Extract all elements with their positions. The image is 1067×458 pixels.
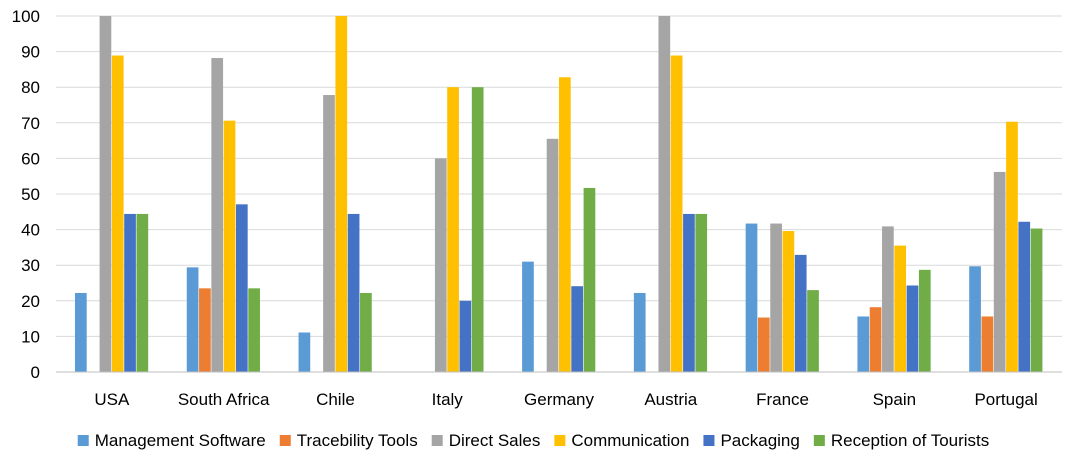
x-category-label: Portugal [974,390,1037,409]
bar-communication-usa [111,55,124,373]
bar-tracebility-tools-portugal [981,316,994,372]
bar-packaging-france [794,254,807,372]
bar-direct-sales-chile [323,95,335,373]
bar-communication-south-africa [223,120,236,372]
legend-item-tracebility-tools: Tracebility Tools [279,431,418,450]
y-tick-label: 20 [21,292,40,311]
bar-packaging-austria [683,213,695,372]
legend-swatch [279,435,291,446]
bar-management-software-portugal [969,266,981,372]
x-category-label: Chile [316,390,355,409]
bar-reception-of-tourists-austria [695,213,708,372]
x-category-label: Spain [873,390,916,409]
legend-item-communication: Communication [554,431,689,450]
legend-label: Direct Sales [449,431,541,450]
bar-tracebility-tools-spain [869,307,882,372]
x-category-label: USA [94,390,130,409]
y-tick-label: 40 [21,221,40,240]
bar-management-software-spain [857,316,870,372]
bar-management-software-austria [633,292,646,372]
y-tick-label: 60 [21,149,40,168]
legend-swatch [703,435,715,446]
bar-reception-of-tourists-usa [136,213,149,372]
bar-packaging-italy [459,300,472,372]
x-category-label: Germany [524,390,594,409]
bar-communication-spain [894,245,907,372]
bar-direct-sales-spain [882,226,894,372]
x-category-label: Italy [432,390,464,409]
bar-packaging-usa [124,213,136,372]
bar-direct-sales-italy [434,158,447,372]
bar-communication-germany [559,77,571,373]
legend-item-direct-sales: Direct Sales [431,431,541,450]
legend-swatch [431,435,443,446]
bar-packaging-spain [906,285,919,372]
bar-packaging-portugal [1018,221,1031,372]
bar-communication-portugal [1006,121,1018,373]
x-category-label: Austria [644,390,697,409]
y-tick-label: 0 [31,363,40,382]
legend: Management Software Tracebility Tools Dire… [77,431,989,450]
bar-tracebility-tools-france [757,317,770,372]
x-category-label: South Africa [178,390,270,409]
legend-label: Management Software [95,431,266,450]
legend-label: Packaging [720,431,799,450]
y-tick-label: 90 [21,43,40,62]
bar-reception-of-tourists-italy [471,87,484,372]
bar-communication-italy [447,87,459,372]
y-tick-label: 10 [21,327,40,346]
bar-management-software-usa [74,292,87,372]
legend-label: Reception of Tourists [831,431,989,450]
category-labels: USA South Africa Chile Italy Germany Austria F… [94,390,1037,409]
bar-reception-of-tourists-germany [583,187,596,372]
bar-reception-of-tourists-portugal [1030,228,1043,372]
legend-label: Communication [571,431,689,450]
legend-item-reception-of-tourists: Reception of Tourists [813,431,989,450]
bar-reception-of-tourists-spain [918,269,931,372]
legend-swatch [77,435,89,446]
legend-item-management-software: Management Software [77,431,266,450]
bar-packaging-chile [347,213,360,372]
bar-management-software-germany [522,261,534,372]
bar-direct-sales-france [770,223,782,372]
legend-swatch [554,435,566,446]
bar-management-software-chile [298,332,311,372]
bar-communication-austria [670,55,683,373]
x-category-label: France [756,390,809,409]
legend-item-packaging: Packaging [703,431,800,450]
y-tick-label: 70 [21,114,40,133]
bar-management-software-france [745,223,758,372]
y-tick-label: 50 [21,185,40,204]
bar-packaging-south-africa [235,204,248,372]
bar-direct-sales-austria [658,16,671,372]
bar-direct-sales-germany [546,138,559,372]
legend-swatch [813,435,825,446]
bar-reception-of-tourists-south-africa [248,288,260,372]
y-tick-label: 30 [21,256,40,275]
bar-reception-of-tourists-france [807,290,819,372]
bar-packaging-germany [571,286,583,372]
bars [74,16,1043,373]
y-tick-label: 80 [21,78,40,97]
bar-management-software-south-africa [186,267,199,372]
bar-direct-sales-south-africa [211,58,224,373]
bar-direct-sales-usa [99,16,112,372]
bar-tracebility-tools-south-africa [199,288,211,372]
legend-label: Tracebility Tools [297,431,418,450]
y-axis-ticks: 0 10 20 30 40 50 60 70 80 90 100 [12,7,40,382]
bar-communication-chile [335,16,348,372]
bar-communication-france [782,231,795,372]
bar-direct-sales-portugal [993,171,1006,372]
y-tick-label: 100 [12,7,40,26]
bar-reception-of-tourists-chile [360,292,372,372]
